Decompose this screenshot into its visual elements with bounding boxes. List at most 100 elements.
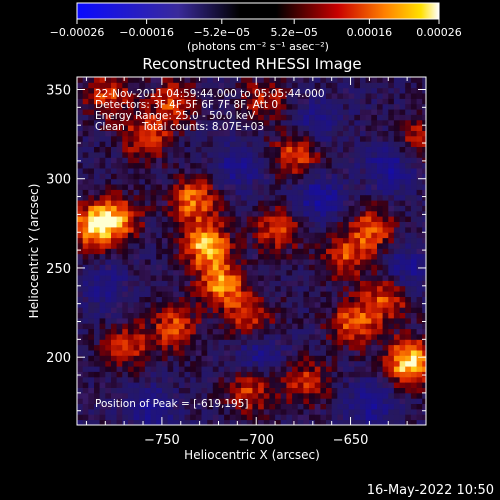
heatmap-cell [292,398,299,404]
heatmap-cell [331,355,338,362]
heatmap-cell [303,157,310,164]
heatmap-cell [94,226,101,233]
heatmap-cell [201,125,208,131]
heatmap-cell [178,119,185,126]
heatmap-cell [405,135,412,142]
heatmap-cell [167,275,174,281]
heatmap-cell [173,328,180,335]
heatmap-cell [127,392,134,399]
heatmap-cell [377,419,384,425]
heatmap-cell [405,355,412,362]
heatmap-cell [292,205,299,212]
heatmap-cell [127,419,134,425]
heatmap-cell [133,152,140,158]
heatmap-cell [133,237,140,244]
heatmap-cell [195,403,202,410]
heatmap-cell [156,269,163,276]
heatmap-cell [150,103,157,110]
heatmap-cell [292,146,299,153]
heatmap-cell [331,419,338,425]
heatmap-cell [343,403,350,410]
heatmap-cell [405,82,412,89]
heatmap-cell [246,392,253,399]
heatmap-cell [275,419,282,425]
heatmap-cell [105,221,112,228]
heatmap-cell [405,328,412,335]
heatmap-cell [405,189,412,196]
heatmap-cell [280,317,287,324]
heatmap-cell [122,269,129,276]
heatmap-cell [82,82,89,89]
heatmap-cell [286,285,293,292]
heatmap-cell [280,130,287,137]
heatmap-cell [337,226,344,233]
heatmap-cell [161,291,168,297]
heatmap-cell [184,275,191,281]
heatmap-cell [139,419,146,425]
heatmap-cell [393,296,400,303]
heatmap-cell [365,360,372,367]
heatmap-cell [320,226,327,233]
heatmap-cell [258,216,265,222]
heatmap-cell [337,173,344,180]
heatmap-cell [354,275,361,281]
heatmap-cell [405,307,412,313]
heatmap-cell [360,387,367,394]
heatmap-cell [416,226,423,233]
heatmap-cell [309,280,316,287]
heatmap-cell [94,366,101,372]
heatmap-cell [388,328,395,335]
heatmap-cell [252,312,259,319]
heatmap-cell [111,103,118,110]
heatmap-cell [218,184,225,190]
heatmap-cell [77,403,84,410]
heatmap-cell [314,173,321,180]
heatmap-cell [207,371,214,378]
heatmap-cell [377,232,384,239]
heatmap-cell [139,205,146,212]
heatmap-cell [190,360,197,367]
heatmap-cell [422,103,426,110]
heatmap-cell [111,152,118,158]
heatmap-cell [354,285,361,292]
heatmap-cell [269,307,276,313]
heatmap-cell [218,350,225,356]
heatmap-cell [314,226,321,233]
heatmap-cell [263,408,270,415]
heatmap-cell [190,366,197,372]
heatmap-cell [88,382,95,388]
heatmap-cell [218,87,225,94]
heatmap-cell [235,296,242,303]
heatmap-cell [144,360,151,367]
heatmap-cell [393,109,400,115]
heatmap-cell [388,344,395,351]
heatmap-cell [280,366,287,372]
heatmap-cell [326,232,333,239]
heatmap-cell [139,350,146,356]
heatmap-cell [218,312,225,319]
heatmap-cell [263,146,270,153]
heatmap-cell [167,157,174,164]
heatmap-cell [88,77,95,83]
heatmap-cell [269,125,276,131]
heatmap-cell [77,157,84,164]
heatmap-cell [258,82,265,89]
heatmap-cell [399,205,406,212]
heatmap-cell [218,237,225,244]
heatmap-cell [77,323,84,330]
heatmap-cell [94,259,101,265]
heatmap-cell [405,103,412,110]
heatmap-cell [161,371,168,378]
heatmap-cell [252,152,259,158]
heatmap-cell [399,146,406,153]
heatmap-cell [263,339,270,346]
heatmap-cell [207,184,214,190]
heatmap-cell [252,414,259,421]
heatmap-cell [201,98,208,105]
heatmap-cell [218,307,225,313]
heatmap-cell [258,184,265,190]
heatmap-cell [156,141,163,147]
heatmap-cell [111,189,118,196]
heatmap-cell [399,408,406,415]
heatmap-cell [190,93,197,99]
